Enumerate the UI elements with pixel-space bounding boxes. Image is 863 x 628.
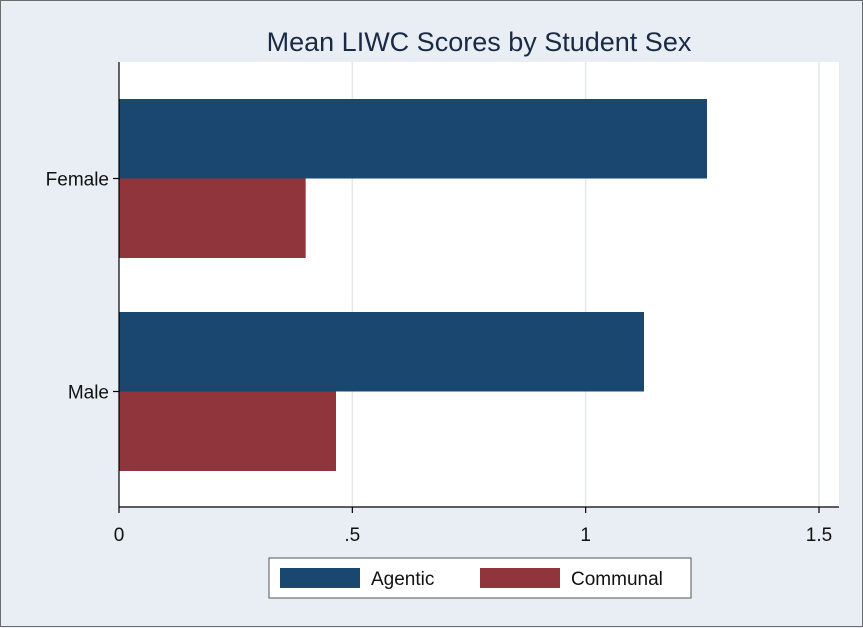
x-tick-label: .5	[344, 525, 360, 546]
legend: Agentic Communal	[268, 557, 692, 599]
chart-title: Mean LIWC Scores by Student Sex	[267, 27, 692, 57]
y-category-label: Male	[68, 383, 109, 404]
y-category-label: Female	[46, 170, 109, 191]
legend-swatch-agentic	[280, 568, 360, 588]
bar-communal-female	[119, 178, 306, 258]
x-tick-label: 1.5	[806, 525, 832, 546]
bar-agentic-male	[119, 312, 644, 392]
bar-agentic-female	[119, 99, 707, 179]
bar-layer	[119, 99, 707, 471]
bar-communal-male	[119, 391, 336, 471]
x-tick-label: 1	[580, 525, 591, 546]
legend-label-communal: Communal	[571, 569, 663, 590]
axis-layer: 0 .5 1 1.5 Female Male	[46, 170, 833, 547]
legend-label-agentic: Agentic	[371, 569, 434, 590]
legend-swatch-communal	[480, 568, 560, 588]
x-tick-label: 0	[114, 525, 125, 546]
